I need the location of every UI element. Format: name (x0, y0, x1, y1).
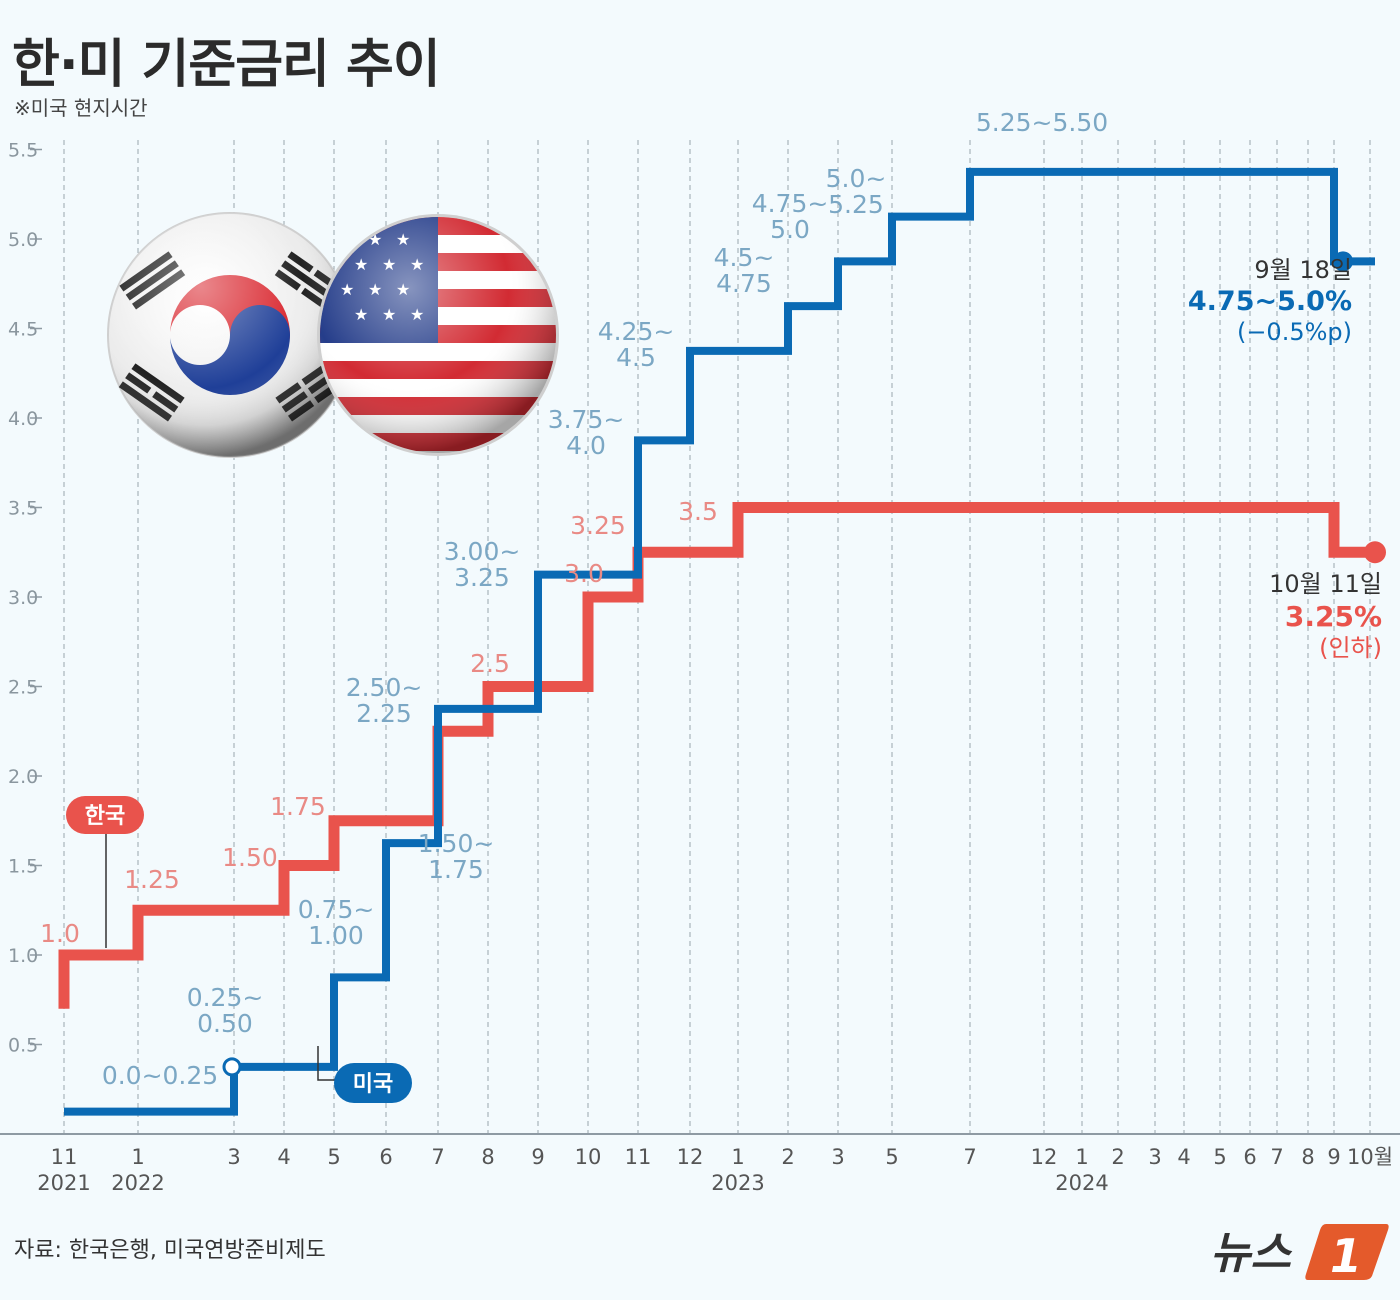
korea-series-name: 한국 (85, 804, 125, 829)
x-tick-label: 7 (431, 1145, 444, 1169)
us-rate-label: 3.75~ 4.0 (548, 405, 625, 460)
x-year-label: 2022 (111, 1171, 164, 1195)
y-tick-label: 5.0 (8, 229, 38, 251)
y-tick-label: 2.0 (8, 766, 38, 788)
x-tick-label: 3 (831, 1145, 844, 1169)
korea-rate-label: 3.0 (564, 559, 604, 588)
y-tick-label: 1.5 (8, 856, 38, 878)
us-rate-label: 2.50~ 2.25 (346, 673, 423, 728)
x-tick-label: 3 (1148, 1145, 1161, 1169)
korea-rate-label: 2.5 (470, 649, 510, 678)
x-tick-label: 7 (963, 1145, 976, 1169)
x-tick-label: 2 (1111, 1145, 1124, 1169)
x-year-label: 2024 (1055, 1171, 1108, 1195)
us-rate-label: 4.75~ 5.0 (752, 189, 829, 244)
y-tick-label: 2.5 (8, 677, 38, 699)
x-tick-label: 4 (1177, 1145, 1190, 1169)
us-rate-label: 0.0~0.25 (102, 1061, 218, 1090)
x-year-label: 2023 (711, 1171, 764, 1195)
us-rate-label: 3.00~ 3.25 (444, 537, 521, 592)
us-end-point (1333, 251, 1353, 272)
y-tick-label: 0.5 (8, 1035, 38, 1057)
us-hike-marker (222, 1057, 242, 1077)
x-tick-label: 6 (379, 1145, 392, 1169)
us-rate-label: 0.25~ 0.50 (187, 983, 264, 1038)
x-tick-label: 10 (575, 1145, 602, 1169)
us-flag-icon: ★★★ ★★★ ★★★ ★★★ (317, 214, 559, 456)
us-end-value: 4.75~5.0% (1188, 286, 1352, 317)
rate-labels: 1.0 1.25 1.50 1.75 2.5 3.0 3.25 3.5 0.0~0.25 0.25… (40, 108, 1108, 1090)
x-tick-label: 12 (1031, 1145, 1058, 1169)
x-tick-label: 3 (227, 1145, 240, 1169)
us-rate-label: 5.25~5.50 (976, 108, 1108, 137)
us-series-pill (334, 1063, 412, 1103)
svg-text:★: ★ (340, 230, 354, 249)
korea-series-pill (66, 796, 144, 834)
us-pill-leader (317, 1046, 338, 1081)
korea-rate-label: 1.0 (40, 919, 80, 948)
us-end-date: 9월 18일 (1254, 256, 1352, 284)
series-line-korea (58, 502, 1375, 1009)
y-axis: 0.5 1.0 1.5 2.0 2.5 3.0 3.5 4.0 4.5 5.0 5.5 (8, 140, 42, 1057)
y-tick-label: 3.0 (8, 587, 38, 609)
korea-rate-label: 1.50 (222, 843, 278, 872)
x-tick-label: 5 (327, 1145, 340, 1169)
x-tick-label: 12 (677, 1145, 704, 1169)
us-rate-label: 4.25~ 4.5 (598, 317, 675, 372)
x-tick-label: 1 (1075, 1145, 1088, 1169)
x-tick-label: 5 (1213, 1145, 1226, 1169)
us-rate-label: 5.0~ 5.25 (826, 164, 887, 219)
us-series-name: 미국 (353, 1072, 393, 1097)
korea-flag-icon (107, 212, 353, 458)
korea-end-date: 10월 11일 (1269, 570, 1382, 598)
x-tick-label: 10월 (1347, 1145, 1393, 1169)
x-tick-label: 11 (51, 1145, 78, 1169)
x-tick-label: 1 (131, 1145, 144, 1169)
x-tick-label: 6 (1243, 1145, 1256, 1169)
x-tick-label: 8 (481, 1145, 494, 1169)
x-tick-label: 11 (625, 1145, 652, 1169)
x-year-label: 2021 (37, 1171, 90, 1195)
y-tick-label: 3.5 (8, 498, 38, 520)
us-rate-label: 0.75~ 1.00 (298, 895, 375, 950)
x-tick-label: 1 (731, 1145, 744, 1169)
news1-logo: 뉴스 1 (1210, 1224, 1389, 1282)
x-tick-label: 2 (781, 1145, 794, 1169)
x-tick-label: 8 (1301, 1145, 1314, 1169)
svg-text:1: 1 (1330, 1229, 1362, 1282)
korea-end-value: 3.25% (1285, 600, 1382, 633)
us-rate-label: 1.50~ 1.75 (418, 829, 495, 884)
timezone-note: ※미국 현지시간 (14, 96, 148, 120)
us-rate-label: 4.5~ 4.75 (714, 243, 775, 298)
series-lines (58, 167, 1386, 1116)
korea-rate-label: 3.25 (570, 511, 626, 540)
y-tick-label: 4.5 (8, 319, 38, 341)
x-tick-label: 4 (277, 1145, 290, 1169)
korea-rate-label: 1.25 (124, 865, 180, 894)
y-tick-label: 5.5 (8, 140, 38, 162)
korea-rate-label: 1.75 (270, 792, 326, 821)
source-note: 자료: 한국은행, 미국연방준비제도 (14, 1238, 326, 1263)
x-tick-label: 9 (1327, 1145, 1340, 1169)
us-end-note: (−0.5%p) (1237, 318, 1352, 346)
y-tick-label: 1.0 (8, 945, 38, 967)
korea-rate-label: 3.5 (678, 497, 718, 526)
x-tick-label: 5 (885, 1145, 898, 1169)
svg-text:뉴스: 뉴스 (1210, 1228, 1292, 1279)
x-tick-label: 9 (531, 1145, 544, 1169)
korea-end-note: (인하) (1319, 634, 1382, 662)
x-tick-label: 7 (1270, 1145, 1283, 1169)
korea-end-point (1364, 541, 1386, 564)
page-title: 한·미 기준금리 추이 (12, 35, 441, 95)
series-line-us (64, 167, 1375, 1116)
y-tick-label: 4.0 (8, 408, 38, 430)
